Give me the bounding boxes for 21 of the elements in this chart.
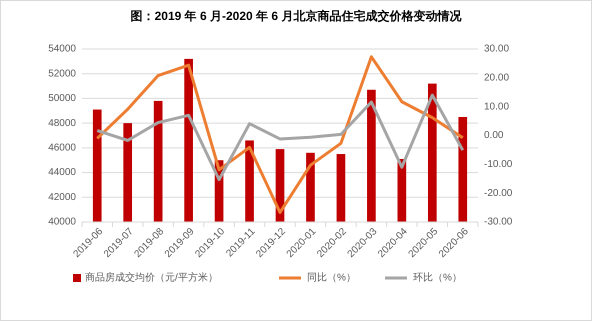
y2-tick-label: 10.00 xyxy=(484,101,510,112)
line-series xyxy=(96,94,464,182)
y-tick-label: 50000 xyxy=(48,93,76,104)
y2-tick-label: 20.00 xyxy=(484,72,510,84)
legend-label: 商品房成交均价（元/平方米） xyxy=(85,272,218,284)
y2-tick-label: -30.00 xyxy=(484,216,513,228)
y2-tick-label: -20.00 xyxy=(484,188,513,199)
line-series xyxy=(96,55,464,214)
legend-label: 同比（%） xyxy=(307,272,356,284)
y-tick-label: 48000 xyxy=(48,118,76,129)
y-tick-label: 40000 xyxy=(48,216,76,228)
y-tick-label: 54000 xyxy=(48,44,76,55)
y2-tick-label: 0.00 xyxy=(484,130,504,142)
y-tick-label: 42000 xyxy=(48,192,76,203)
legend-label: 环比（%） xyxy=(413,272,462,284)
y-tick-label: 52000 xyxy=(48,68,76,80)
y-tick-label: 46000 xyxy=(48,142,76,154)
y-tick-label: 44000 xyxy=(48,167,76,178)
chart-title: 图：2019 年 6 月-2020 年 6 月北京商品住宅成交价格变动情况 xyxy=(130,9,462,23)
y2-tick-label: -10.00 xyxy=(484,158,513,170)
y2-tick-label: 30.00 xyxy=(484,44,510,55)
